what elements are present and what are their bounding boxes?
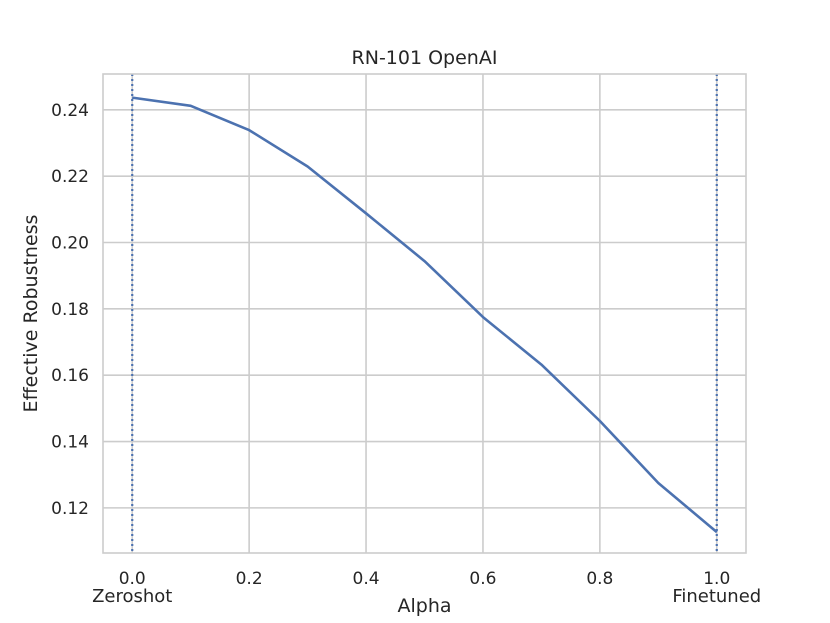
y-axis-label: Effective Robustness [20, 215, 42, 413]
series [132, 96, 718, 534]
chart-title: RN-101 OpenAI [352, 47, 498, 69]
x-tick-label: 0.0 [119, 569, 146, 589]
y-tick-label: 0.20 [51, 234, 89, 254]
x-axis-label: Alpha [397, 595, 451, 617]
y-tick-label: 0.22 [51, 167, 89, 187]
zeroshot-label: Zeroshot [92, 586, 172, 607]
x-tick-label: 0.6 [469, 569, 496, 589]
reference-line-labels: Zeroshot Finetuned [92, 586, 761, 607]
x-tick-label: 0.8 [586, 569, 613, 589]
x-tick-label: 0.2 [236, 569, 263, 589]
y-tick-label: 0.12 [51, 499, 89, 519]
y-tick-label: 0.18 [51, 300, 89, 320]
plot-frame [102, 73, 747, 554]
grid [103, 74, 746, 553]
y-tick-label: 0.24 [51, 101, 89, 121]
series-line [132, 96, 718, 534]
y-tick-label: 0.16 [51, 366, 89, 386]
x-tick-labels: 0.0 0.2 0.4 0.6 0.8 1.0 [119, 569, 731, 589]
x-tick-label: 1.0 [703, 569, 730, 589]
y-tick-label: 0.14 [51, 433, 89, 453]
y-tick-labels: 0.12 0.14 0.16 0.18 0.20 0.22 0.24 [51, 101, 89, 519]
reference-lines [131, 74, 718, 553]
finetuned-label: Finetuned [672, 586, 761, 607]
x-tick-label: 0.4 [353, 569, 380, 589]
